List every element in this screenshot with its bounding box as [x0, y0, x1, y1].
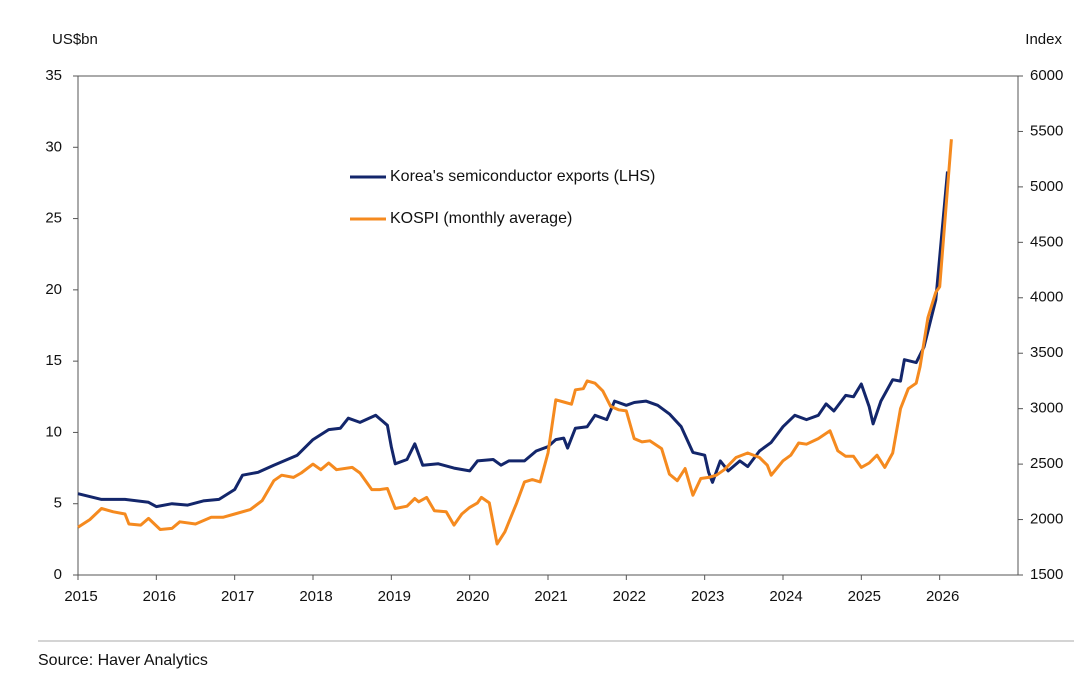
y-tick-label: 0	[54, 566, 62, 583]
source: Source: Haver Analytics	[38, 652, 208, 669]
y-tick-label: 20	[45, 281, 62, 298]
x-tick-label: 2015	[64, 588, 97, 605]
y2-tick-label: 5500	[1030, 122, 1063, 139]
y-axis-label: US$bn	[52, 31, 98, 48]
series-line	[77, 171, 949, 509]
y2-tick-label: 4000	[1030, 289, 1063, 306]
x-tick-label: 2017	[221, 588, 254, 605]
y2-tick-label: 2500	[1030, 455, 1063, 472]
y2-tick-label: 5000	[1030, 178, 1063, 195]
y-tick-label: 15	[45, 352, 62, 369]
x-tick-label: 2024	[769, 588, 802, 605]
series-line	[77, 139, 953, 546]
x-tick-label: 2026	[926, 588, 959, 605]
y2-tick-label: 3500	[1030, 344, 1063, 361]
y2-tick-label: 2000	[1030, 511, 1063, 528]
y-tick-label: 25	[45, 210, 62, 227]
x-tick-label: 2025	[848, 588, 881, 605]
y2-tick-label: 1500	[1030, 566, 1063, 583]
y2-tick-label: 3000	[1030, 400, 1063, 417]
y2-tick-label: 6000	[1030, 67, 1063, 84]
x-tick-label: 2019	[378, 588, 411, 605]
x-tick-label: 2022	[613, 588, 646, 605]
x-tick-label: 2021	[534, 588, 567, 605]
y-tick-label: 35	[45, 67, 62, 84]
y-tick-label: 5	[54, 495, 62, 512]
legend-label: Korea's semiconductor exports (LHS)	[390, 168, 655, 185]
x-tick-label: 2023	[691, 588, 724, 605]
x-tick-label: 2016	[143, 588, 176, 605]
y-tick-label: 10	[45, 423, 62, 440]
x-tick-label: 2018	[299, 588, 332, 605]
x-tick-label: 2020	[456, 588, 489, 605]
legend-label: KOSPI (monthly average)	[390, 210, 572, 227]
y2-tick-label: 4500	[1030, 233, 1063, 250]
y2-axis-label: Index	[1025, 31, 1062, 48]
y-tick-label: 30	[45, 138, 62, 155]
